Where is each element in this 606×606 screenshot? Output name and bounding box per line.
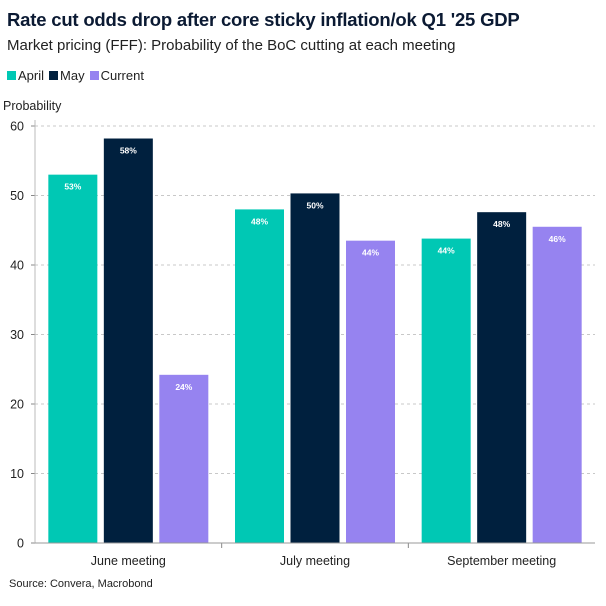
y-tick-label: 10 — [10, 467, 24, 481]
bar-april — [48, 174, 98, 543]
y-tick-label: 40 — [10, 259, 24, 273]
legend-item-may: May — [49, 68, 85, 83]
legend-label: April — [18, 68, 45, 83]
bar-current — [159, 374, 209, 543]
y-tick-label: 0 — [17, 537, 24, 551]
source-note: Source: Convera, Macrobond — [9, 578, 153, 590]
data-label: 46% — [549, 234, 566, 244]
bar-current — [346, 240, 395, 544]
legend-label: May — [60, 68, 85, 83]
bar-april — [235, 209, 284, 543]
y-axis-label: Probability — [3, 99, 62, 113]
data-label: 48% — [251, 216, 268, 226]
legend-swatch — [7, 71, 16, 80]
data-label: 58% — [120, 146, 137, 156]
chart-subtitle: Market pricing (FFF): Probability of the… — [7, 37, 456, 54]
data-label: 50% — [306, 200, 323, 210]
data-label: 44% — [438, 246, 455, 256]
legend-swatch — [89, 71, 99, 80]
y-tick-label: 60 — [10, 120, 24, 134]
bar-april — [421, 238, 471, 543]
legend-swatch — [49, 71, 59, 80]
y-tick-label: 20 — [10, 398, 24, 412]
data-label: 24% — [175, 382, 192, 392]
x-tick-label: July meeting — [280, 554, 350, 568]
data-label: 53% — [64, 182, 81, 192]
data-label: 48% — [493, 219, 510, 229]
bar-may — [477, 212, 527, 543]
legend: April May Current — [7, 68, 144, 83]
legend-item-april: April — [7, 68, 44, 83]
x-tick-label: September meeting — [447, 554, 556, 568]
y-tick-label: 50 — [10, 189, 24, 203]
y-tick-label: 30 — [10, 328, 24, 342]
bar-may — [290, 193, 340, 544]
legend-item-current: Current — [89, 68, 144, 83]
x-tick-label: June meeting — [91, 554, 166, 568]
legend-label: Current — [100, 68, 144, 83]
bar-current — [532, 226, 582, 543]
data-label: 44% — [362, 248, 379, 258]
bar-may — [103, 138, 153, 543]
chart-title: Rate cut odds drop after core sticky inf… — [7, 9, 520, 30]
